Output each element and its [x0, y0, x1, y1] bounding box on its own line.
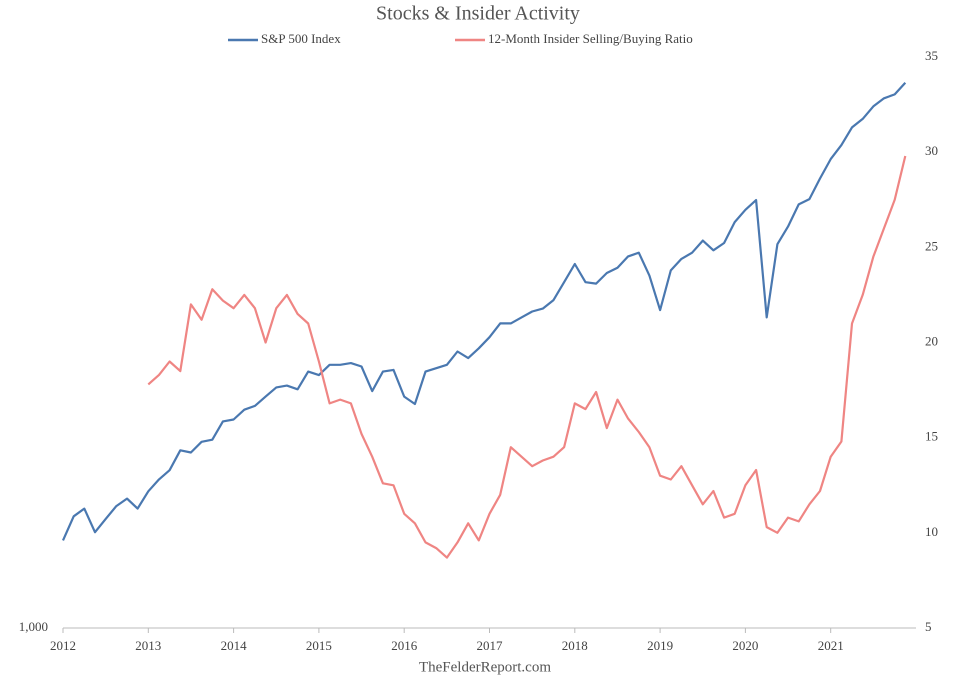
- x-tick-label: 2012: [50, 638, 76, 653]
- x-tick-label: 2016: [391, 638, 418, 653]
- x-tick-label: 2015: [306, 638, 332, 653]
- x-tick-label: 2018: [562, 638, 588, 653]
- y2-tick-label: 5: [925, 619, 932, 634]
- x-tick-label: 2014: [221, 638, 248, 653]
- legend-label: 12-Month Insider Selling/Buying Ratio: [488, 31, 693, 46]
- x-tick-label: 2013: [135, 638, 161, 653]
- legend-label: S&P 500 Index: [261, 31, 341, 46]
- chart-title: Stocks & Insider Activity: [376, 3, 580, 25]
- series-line: [61, 81, 907, 541]
- y2-tick-label: 20: [925, 333, 938, 348]
- source: TheFelderReport.com: [419, 659, 551, 675]
- x-tick-label: 2020: [732, 638, 758, 653]
- series-line: [147, 155, 907, 559]
- y2-tick-label: 30: [925, 143, 938, 158]
- y2-tick-label: 10: [925, 524, 938, 539]
- x-tick-label: 2017: [477, 638, 504, 653]
- y-tick-label: 1,000: [19, 619, 48, 634]
- x-tick-label: 2019: [647, 638, 673, 653]
- y2-tick-label: 25: [925, 238, 938, 253]
- y2-tick-label: 35: [925, 48, 938, 63]
- x-tick-label: 2021: [818, 638, 844, 653]
- y2-tick-label: 15: [925, 429, 938, 444]
